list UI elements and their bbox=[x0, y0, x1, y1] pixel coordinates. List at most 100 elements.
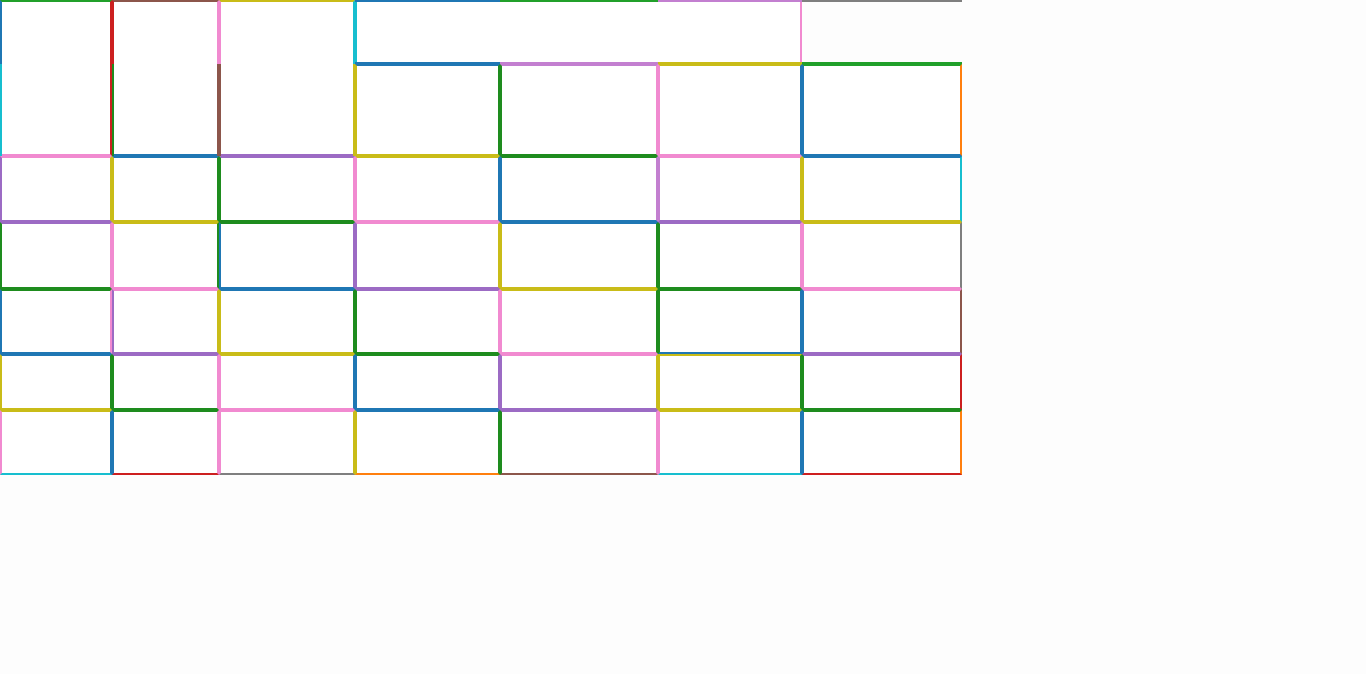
cell-r3c5-text bbox=[502, 158, 656, 162]
cell-r4c1-text bbox=[2, 224, 110, 228]
cell-r1c4-banner-top-seg-1 bbox=[500, 0, 658, 2]
cell-r2c7[interactable] bbox=[802, 64, 962, 156]
cell-r7c1[interactable] bbox=[0, 410, 112, 475]
cell-r7c3[interactable] bbox=[219, 410, 355, 475]
cell-r6c3[interactable] bbox=[219, 354, 355, 410]
cell-r5c7[interactable] bbox=[802, 289, 962, 354]
cell-r1c4-banner-top-seg-3 bbox=[802, 0, 962, 2]
cell-r6c3-text bbox=[221, 356, 353, 360]
cell-r4c2[interactable] bbox=[112, 222, 219, 289]
cell-r5c5[interactable] bbox=[500, 289, 658, 354]
cell-r2c4[interactable] bbox=[355, 64, 500, 156]
cell-r3c4-text bbox=[357, 158, 498, 162]
cell-r5c2-text bbox=[114, 291, 217, 295]
cell-r1c4-banner-top-seg-2 bbox=[658, 0, 802, 2]
cell-r4c1[interactable] bbox=[0, 222, 112, 289]
cell-r5c6-text bbox=[660, 291, 800, 295]
cell-r3c1[interactable] bbox=[0, 156, 112, 222]
cell-r1c4-banner-top-seg-0 bbox=[355, 0, 500, 2]
cell-r7c5[interactable] bbox=[500, 410, 658, 475]
cell-r1c1[interactable] bbox=[0, 0, 112, 156]
cell-r1c2[interactable] bbox=[112, 0, 219, 156]
cell-r5c2[interactable] bbox=[112, 289, 219, 354]
cell-r1c3-right-lower bbox=[353, 64, 355, 156]
cell-r4c3-text bbox=[221, 224, 353, 228]
cell-r1c4-banner[interactable] bbox=[355, 0, 802, 64]
cell-r7c6[interactable] bbox=[658, 410, 802, 475]
cell-r7c7-text bbox=[804, 412, 960, 416]
cell-r5c1-text bbox=[2, 291, 110, 295]
cell-r7c2-text bbox=[114, 412, 217, 416]
cell-r6c7-text bbox=[804, 356, 960, 360]
cell-r1c2-text bbox=[114, 2, 217, 6]
cell-r7c1-text bbox=[2, 412, 110, 416]
cell-r2c6[interactable] bbox=[658, 64, 802, 156]
cell-r4c4-text bbox=[357, 224, 498, 228]
cell-r7c4-text bbox=[357, 412, 498, 416]
cell-r7c3-text bbox=[221, 412, 353, 416]
cell-r7c2[interactable] bbox=[112, 410, 219, 475]
cell-r3c7-text bbox=[804, 158, 960, 162]
cell-r1c3[interactable] bbox=[219, 0, 355, 156]
cell-r7c5-text bbox=[502, 412, 656, 416]
cell-r6c5[interactable] bbox=[500, 354, 658, 410]
cell-r5c5-text bbox=[502, 291, 656, 295]
cell-r1c2-right-lower bbox=[217, 64, 219, 156]
cell-r3c2[interactable] bbox=[112, 156, 219, 222]
cell-r5c4[interactable] bbox=[355, 289, 500, 354]
cell-r1c2-left-lower bbox=[112, 64, 114, 156]
cell-r3c3-text bbox=[221, 158, 353, 162]
cell-r7c4[interactable] bbox=[355, 410, 500, 475]
cell-r3c5[interactable] bbox=[500, 156, 658, 222]
cell-r6c1-text bbox=[2, 356, 110, 360]
cell-r3c7[interactable] bbox=[802, 156, 962, 222]
cell-r5c1[interactable] bbox=[0, 289, 112, 354]
cell-r6c7[interactable] bbox=[802, 354, 962, 410]
cell-r6c4-text bbox=[357, 356, 498, 360]
cell-r1c4-banner-bottom-seg-3 bbox=[802, 62, 962, 64]
cell-r4c3[interactable] bbox=[219, 222, 355, 289]
cell-r1c4-banner-text bbox=[357, 2, 800, 6]
cell-r2c5[interactable] bbox=[500, 64, 658, 156]
cell-r2c5-text bbox=[502, 66, 656, 70]
cell-r3c3[interactable] bbox=[219, 156, 355, 222]
cell-r5c6[interactable] bbox=[658, 289, 802, 354]
cell-r5c3-text bbox=[221, 291, 353, 295]
cell-r1c1-left-lower bbox=[0, 64, 2, 156]
cell-r7c7[interactable] bbox=[802, 410, 962, 475]
cell-r6c6-text bbox=[660, 356, 800, 360]
cell-r6c2-text bbox=[114, 356, 217, 360]
cell-r3c6-text bbox=[660, 158, 800, 162]
cell-r1c1-text bbox=[2, 2, 110, 6]
cell-r4c5-text bbox=[502, 224, 656, 228]
cell-r4c6-text bbox=[660, 224, 800, 228]
cell-r6c6[interactable] bbox=[658, 354, 802, 410]
cell-r6c5-text bbox=[502, 356, 656, 360]
cell-r3c6[interactable] bbox=[658, 156, 802, 222]
cell-r1c3-text bbox=[221, 2, 353, 6]
cell-r2c6-text bbox=[660, 66, 800, 70]
cell-r1c3-left-lower bbox=[219, 64, 221, 156]
cell-r4c2-text bbox=[114, 224, 217, 228]
cell-r1c4-banner-bottom-seg-1 bbox=[500, 62, 658, 64]
cell-r1c4-banner-bottom-seg-2 bbox=[658, 62, 802, 64]
cell-r2c7-text bbox=[804, 66, 960, 70]
cell-r4c6[interactable] bbox=[658, 222, 802, 289]
cell-r5c7-text bbox=[804, 291, 960, 295]
cell-r3c4[interactable] bbox=[355, 156, 500, 222]
cell-r3c1-text bbox=[2, 158, 110, 162]
cell-r7c6-text bbox=[660, 412, 800, 416]
cell-r6c2[interactable] bbox=[112, 354, 219, 410]
cell-r6c1[interactable] bbox=[0, 354, 112, 410]
cell-r4c7-text bbox=[804, 224, 960, 228]
cell-r6c4[interactable] bbox=[355, 354, 500, 410]
cell-r2c4-text bbox=[357, 66, 498, 70]
cell-r5c3[interactable] bbox=[219, 289, 355, 354]
cell-r4c7[interactable] bbox=[802, 222, 962, 289]
cell-r4c4[interactable] bbox=[355, 222, 500, 289]
cell-r3c2-text bbox=[114, 158, 217, 162]
cell-r5c4-text bbox=[357, 291, 498, 295]
cell-r1c4-banner-bottom-seg-0 bbox=[355, 62, 500, 64]
cell-r4c5[interactable] bbox=[500, 222, 658, 289]
